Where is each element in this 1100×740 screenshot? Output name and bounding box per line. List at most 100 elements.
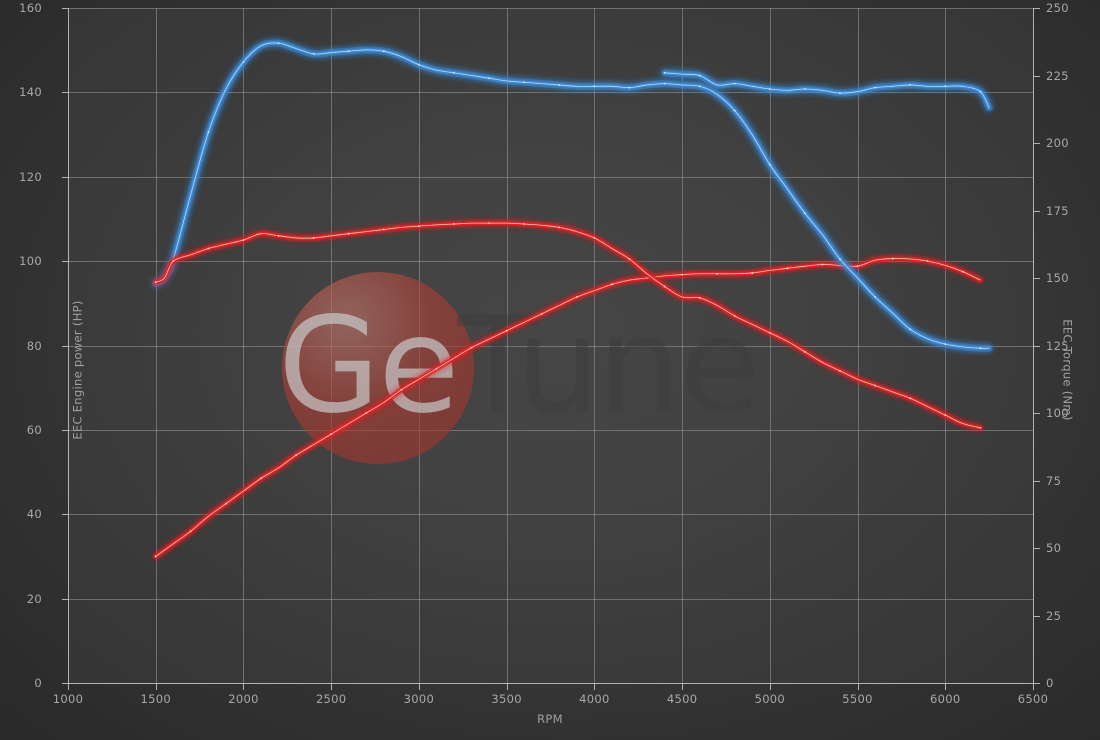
axis-tick-label: 225 xyxy=(1046,68,1069,83)
data-point xyxy=(979,426,982,429)
axis-tick-label: 60 xyxy=(26,422,42,437)
axis-tick xyxy=(62,92,68,94)
series-glow xyxy=(152,220,984,431)
data-point xyxy=(523,81,526,84)
y-axis-right-line xyxy=(1033,8,1034,684)
data-point xyxy=(505,329,508,332)
data-point xyxy=(154,281,157,284)
axis-tick-label: 0 xyxy=(1046,676,1054,690)
plot-area xyxy=(68,8,1033,683)
data-point xyxy=(295,454,297,457)
gridline-horizontal xyxy=(68,261,1033,263)
axis-tick-label: 3500 xyxy=(491,692,522,706)
gridline-horizontal xyxy=(68,8,1033,9)
gridline-horizontal xyxy=(68,514,1033,516)
data-point xyxy=(909,397,912,400)
data-point xyxy=(470,346,473,349)
data-point xyxy=(716,272,719,275)
data-point xyxy=(382,50,385,53)
axis-tick xyxy=(1034,75,1040,77)
data-point xyxy=(453,71,455,74)
data-point xyxy=(768,331,771,334)
data-point xyxy=(628,86,631,89)
series-power xyxy=(152,220,984,431)
data-point xyxy=(611,283,613,286)
axis-tick xyxy=(1033,684,1034,690)
series-glow xyxy=(152,255,984,560)
axis-tick xyxy=(68,684,69,690)
data-point xyxy=(277,234,280,237)
axis-tick xyxy=(945,684,947,690)
data-point xyxy=(663,82,666,85)
axis-tick xyxy=(1034,683,1040,684)
axis-tick xyxy=(1034,548,1040,549)
data-point xyxy=(575,296,578,298)
data-point xyxy=(733,315,736,317)
axis-tick-label: 200 xyxy=(1046,136,1069,150)
axis-tick-label: 100 xyxy=(19,254,42,269)
data-point xyxy=(488,77,490,80)
gridline-horizontal xyxy=(68,176,1033,178)
data-point xyxy=(733,82,736,85)
data-point xyxy=(821,263,824,266)
series-line xyxy=(154,221,983,430)
data-point xyxy=(488,222,490,225)
data-point xyxy=(435,367,438,370)
axis-tick-label: 4500 xyxy=(666,692,698,706)
x-axis-line xyxy=(68,683,1034,684)
data-point xyxy=(909,328,912,331)
data-point xyxy=(804,88,806,90)
data-point xyxy=(804,212,806,215)
data-point xyxy=(312,53,315,55)
axis-tick xyxy=(331,684,333,690)
data-point xyxy=(558,226,561,229)
gridline-horizontal xyxy=(68,345,1033,347)
axis-tick-label: 6000 xyxy=(930,692,961,706)
data-point xyxy=(189,530,192,533)
data-point xyxy=(768,88,771,90)
axis-tick xyxy=(418,684,420,690)
data-point xyxy=(593,237,596,239)
data-point xyxy=(663,285,666,288)
data-point xyxy=(312,237,315,239)
data-point xyxy=(891,257,894,260)
data-point xyxy=(979,347,982,350)
axis-tick xyxy=(1034,615,1040,617)
data-point xyxy=(418,225,420,228)
axis-tick-label: 20 xyxy=(26,591,42,606)
data-point xyxy=(874,86,876,89)
axis-tick xyxy=(1034,143,1040,144)
axis-tick-label: 140 xyxy=(19,85,42,100)
data-point xyxy=(523,223,526,225)
data-point xyxy=(839,258,841,260)
data-point xyxy=(768,163,771,166)
axis-tick xyxy=(62,176,68,178)
data-point xyxy=(944,85,947,88)
axis-tick-label: 1000 xyxy=(52,692,84,706)
data-point xyxy=(365,412,368,414)
data-point xyxy=(874,384,876,387)
axis-tick xyxy=(62,683,68,684)
series-torque xyxy=(152,39,993,352)
data-point xyxy=(207,131,210,134)
axis-tick-label: 3000 xyxy=(403,692,435,706)
axis-tick xyxy=(1034,8,1040,9)
axis-tick xyxy=(243,684,245,690)
data-point xyxy=(944,414,947,417)
y-axis-right-title: EEC Torque (Nm) xyxy=(1060,319,1075,421)
axis-tick xyxy=(682,684,684,690)
data-point xyxy=(453,223,455,225)
axis-tick-label: 175 xyxy=(1046,203,1069,218)
axis-tick xyxy=(62,261,68,263)
gridline-horizontal xyxy=(68,429,1033,431)
data-point xyxy=(540,312,543,315)
axis-tick xyxy=(1034,210,1040,212)
axis-tick xyxy=(62,429,68,431)
axis-tick xyxy=(1034,480,1040,482)
y-axis-left-line xyxy=(68,8,69,684)
data-point xyxy=(839,369,841,372)
data-point xyxy=(961,270,964,273)
axis-tick-label: 40 xyxy=(26,507,42,522)
axis-tick-label: 50 xyxy=(1046,541,1062,555)
axis-tick-label: 2000 xyxy=(228,692,259,706)
